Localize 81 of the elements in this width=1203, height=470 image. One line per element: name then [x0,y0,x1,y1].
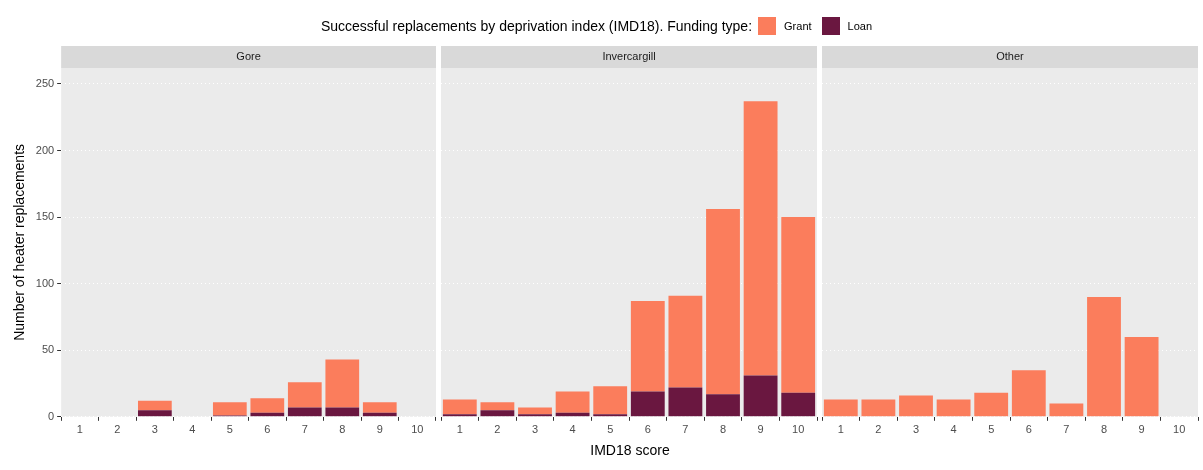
chart-title: Invercargill [602,50,656,63]
x-tick-label: 1 [76,423,83,436]
x-tick-label: 9 [1138,423,1145,436]
y-tick-label: 250 [35,77,55,90]
bar [706,394,740,417]
bar [138,400,172,411]
x-tick-label: 4 [189,423,196,436]
y-tick-label: 100 [35,276,55,289]
bar [480,410,515,417]
x-tick-label: 6 [1025,423,1032,436]
x-tick-label: 7 [301,423,308,436]
bar [668,387,703,417]
bar [593,386,628,415]
bar [823,399,858,417]
x-tick-label: 8 [1100,423,1108,436]
x-tick-label: 7 [1063,423,1070,436]
bar [630,300,665,392]
x-tick-label: 9 [757,423,764,436]
bar [861,399,896,417]
x-tick-label: 7 [682,423,689,436]
legend-label: Loan [847,20,873,32]
x-tick-label: 5 [988,423,995,436]
x-tick-label: 6 [264,423,271,436]
bar [1124,336,1159,417]
x-tick-label: 9 [376,423,383,436]
bar [212,402,247,416]
x-tick-label: 10 [411,423,424,436]
bar [593,414,628,417]
x-tick-label: 4 [950,423,957,436]
x-tick-label: 2 [114,423,121,436]
legend-title: Successful replacements by deprivation index (IMD18). Funding type: [320,18,753,34]
bar [743,375,778,417]
bar [781,217,816,393]
y-tick-label: 0 [48,409,55,422]
x-tick-label: 1 [837,423,844,436]
chart-title: Other [996,50,1025,63]
bar [555,391,590,413]
x-tick-label: 8 [339,423,346,436]
bar [1011,370,1046,417]
x-tick-label: 3 [912,423,920,436]
y-tick-label: 50 [41,343,55,356]
bar [325,359,360,408]
x-tick-label: 6 [644,423,651,436]
bar [518,414,552,417]
y-tick-label: 150 [35,210,55,223]
bar [781,392,816,417]
x-axis-title: IMD18 score [589,441,671,460]
bar [325,407,360,417]
bar [1049,403,1084,417]
bar [138,410,172,417]
bar [936,399,971,417]
x-tick-label: 5 [226,423,233,436]
y-tick-label: 200 [35,143,55,156]
bar [480,402,515,411]
bar [899,395,933,417]
bar [442,399,477,415]
x-tick-label: 10 [792,423,805,436]
bar [630,391,665,417]
chart-title: Gore [236,50,261,63]
x-tick-label: 4 [569,423,576,436]
bar [287,382,322,408]
x-tick-label: 3 [151,423,158,436]
bar [743,101,778,376]
bar [1087,296,1121,417]
bar [362,402,397,413]
x-tick-label: 5 [607,423,614,436]
y-axis-title: Number of heater replacements [11,143,28,341]
bar [287,407,322,417]
bar [518,407,552,415]
bar [250,398,285,413]
bar [974,392,1009,417]
x-tick-label: 2 [494,423,501,436]
bar [706,209,740,395]
x-tick-label: 2 [875,423,882,436]
x-tick-label: 1 [456,423,463,436]
bar [442,414,477,417]
legend-label: Grant [784,20,812,32]
x-tick-label: 3 [531,423,539,436]
x-tick-label: 8 [719,423,727,436]
x-tick-label: 10 [1173,423,1186,436]
bar [668,295,703,388]
